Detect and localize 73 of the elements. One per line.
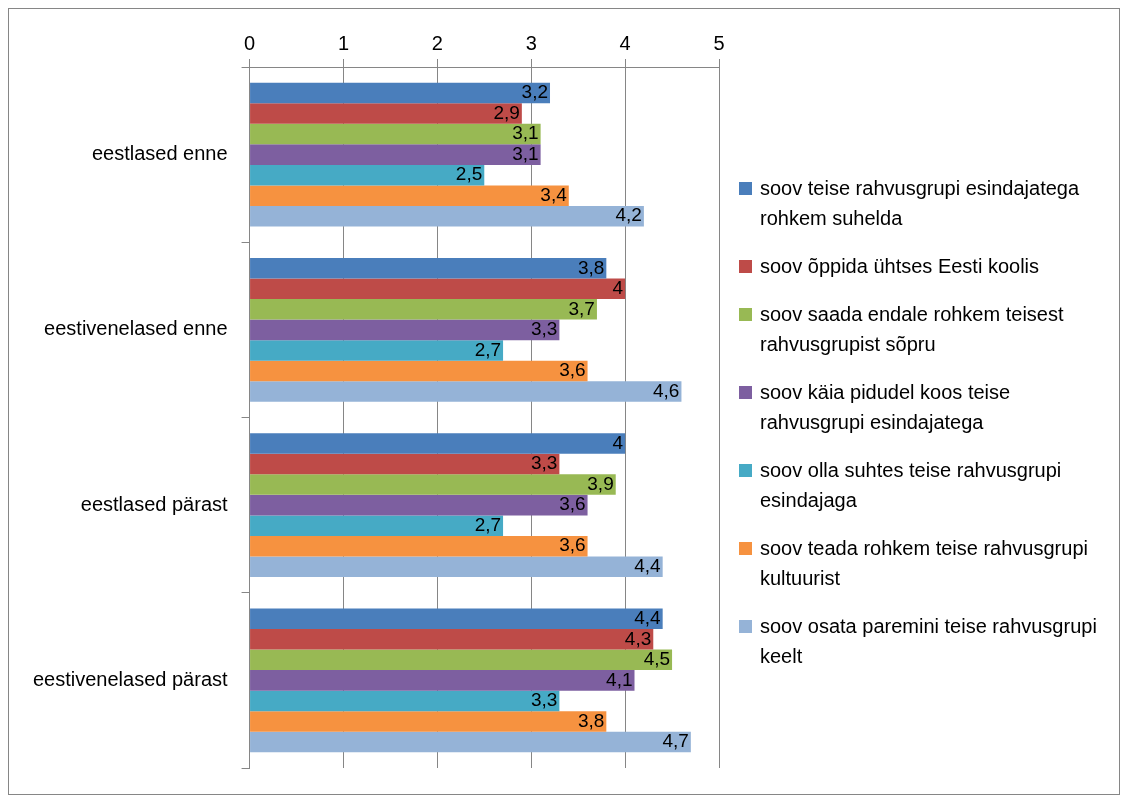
x-tick-label: 2: [431, 31, 443, 54]
y-tick-label: eestivenelased pärast: [32, 667, 229, 690]
bar: [250, 494, 588, 516]
bar: [250, 453, 560, 475]
data-label: 4,7: [662, 730, 689, 752]
bar: [250, 278, 626, 300]
x-tick-label: 4: [619, 31, 631, 54]
bar: [250, 690, 560, 712]
data-label: 3,1: [512, 122, 539, 144]
legend-label: soov saada endale rohkem teisest rahvusgrupist sõpru: [760, 301, 1065, 357]
legend-label: soov teise rahvusgrupi esindajatega rohkem suhelda: [760, 175, 1081, 231]
data-label: 3,7: [568, 297, 595, 319]
bar: [250, 474, 616, 495]
legend-label: soov käia pidudel koos teise rahvusgrupi esindajatega: [760, 379, 1012, 435]
data-label: 4,3: [624, 627, 652, 649]
data-label: 4,2: [615, 204, 642, 226]
y-tick-label: eestivenelased enne: [44, 317, 228, 340]
bar: [250, 164, 485, 186]
bar: [250, 433, 626, 454]
bar: [250, 670, 635, 691]
legend-label: soov osata paremini teise rahvusgrupi keelt: [760, 613, 1098, 669]
bar: [250, 629, 654, 650]
data-label: 3,8: [577, 256, 605, 278]
bar: [250, 299, 597, 320]
data-label: 4,1: [606, 668, 633, 690]
bar: [250, 711, 607, 732]
data-label: 3,3: [530, 318, 558, 340]
bar: [250, 515, 504, 536]
data-label: 4,6: [653, 379, 680, 401]
data-label: 4: [612, 277, 624, 299]
data-label: 3,4: [540, 183, 568, 205]
data-label: 3,9: [587, 472, 614, 494]
bar: [250, 381, 682, 402]
legend-label: soov olla suhtes teise rahvusgrupi esindajaga: [760, 457, 1063, 513]
data-label: 2,7: [474, 338, 502, 360]
data-label: 3,1: [512, 142, 539, 164]
data-label: 4,5: [643, 648, 671, 670]
bar: [250, 258, 607, 279]
x-tick-label: 3: [525, 31, 537, 54]
legend-label: soov õppida ühtses Eesti koolis: [760, 253, 1040, 279]
data-label: 3,6: [559, 534, 586, 556]
bar: [250, 340, 504, 361]
x-tick-label: 1: [337, 31, 350, 54]
bar: [250, 319, 560, 341]
data-label: 4: [612, 431, 624, 453]
bar: [250, 103, 522, 124]
data-label: 3,6: [559, 359, 586, 381]
data-label: 3,2: [521, 81, 549, 103]
data-label: 4,4: [634, 554, 662, 576]
bar: [250, 123, 541, 145]
data-label: 2,5: [455, 163, 483, 185]
bar: [250, 608, 663, 630]
data-label: 4,4: [634, 607, 662, 629]
x-tick-label: 5: [713, 31, 725, 54]
data-label: 3,6: [559, 493, 586, 515]
bar: [250, 535, 588, 557]
bar: [250, 360, 588, 382]
bar: [250, 731, 691, 753]
data-label: 3,3: [530, 452, 558, 474]
y-tick-label: eestlased pärast: [80, 492, 229, 515]
bar: [250, 82, 551, 104]
bar: [250, 205, 644, 227]
data-label: 2,9: [493, 101, 520, 123]
bar: [250, 185, 569, 206]
bar: [250, 649, 673, 671]
data-label: 2,7: [474, 513, 502, 535]
data-label: 3,3: [530, 689, 558, 711]
x-tick-label: 0: [244, 31, 256, 54]
legend-label: soov teada rohkem teise rahvusgrupi kultuurist: [760, 535, 1089, 591]
y-tick-label: eestlased enne: [91, 142, 228, 165]
data-label: 3,8: [577, 709, 605, 731]
bar: [250, 556, 663, 577]
bar: [250, 144, 541, 165]
